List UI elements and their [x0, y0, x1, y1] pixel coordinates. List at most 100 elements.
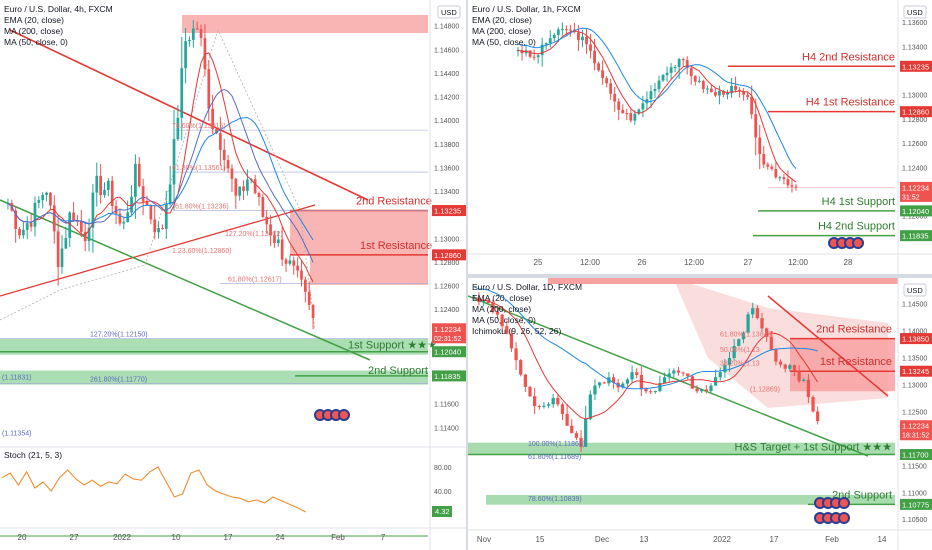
candle-1h-body	[601, 70, 605, 79]
candle-4h-body	[230, 168, 234, 179]
candle-1h-body	[629, 113, 633, 121]
candle-1h-body	[633, 113, 637, 121]
time-tick: 7	[381, 533, 386, 542]
event-flag-icon	[838, 512, 850, 524]
candle-1d-body	[630, 372, 634, 380]
candle-1h-body	[770, 166, 774, 170]
currency-badge-text: USD	[907, 286, 923, 295]
candle-4h-body	[207, 69, 211, 109]
candle-1h-body	[540, 44, 544, 56]
candle-1d-body	[644, 388, 648, 392]
time-tick: Dec	[595, 535, 609, 544]
candle-1d-body	[741, 332, 746, 340]
price-tick: 1.12800	[902, 117, 927, 124]
chart-panel-1d[interactable]: 61.80%(1.13849) 50.00%(1.13 38.20%(1.13 (1.…	[468, 278, 932, 550]
currency-badge	[903, 283, 927, 297]
candle-4h-body	[14, 210, 18, 229]
price-tick: 1.13000	[434, 236, 459, 243]
candle-4h-body	[107, 180, 110, 190]
downtrend-line	[767, 295, 889, 397]
candle-4h-body	[79, 221, 83, 232]
h4-resistance-2nd-label: H4 2nd Resistance	[802, 51, 895, 63]
candle-1d-body	[584, 418, 588, 447]
price-tick: 1.11600	[434, 402, 459, 409]
candle-4h-body	[211, 108, 214, 130]
candle-1d-body	[519, 360, 523, 375]
candle-1h-body	[669, 67, 673, 73]
resistance-zone-1st	[790, 371, 895, 392]
resistance-zone-top	[548, 278, 898, 284]
chart-panel-4h[interactable]: 78.60%(1.13916) 61.80%(1.13561) 61.80%(1.1…	[0, 0, 466, 550]
chart-1d-title: Euro / U.S. Dollar, 1D, FXCM	[472, 282, 583, 292]
candle-4h-body	[60, 248, 64, 268]
price-tag-tag	[900, 498, 932, 510]
time-tick: Nov	[477, 535, 491, 544]
candle-1h-body	[524, 50, 528, 54]
candle-1h-body	[774, 169, 778, 178]
time-tick: 26	[638, 258, 647, 267]
indicator-ma200: MA (200, close)	[4, 26, 64, 36]
candle-1h-body	[766, 164, 770, 167]
candle-4h-body	[68, 212, 72, 238]
panel-divider-vertical[interactable]	[466, 0, 468, 550]
fib-label: 78.60%(1.10839)	[528, 496, 582, 503]
fib-label: 38.20%(1.13	[720, 361, 760, 368]
fib-label: 61.80%(1.13849)	[720, 332, 774, 339]
candle-1h-body	[589, 44, 592, 51]
support-zone-2nd	[486, 494, 895, 505]
candle-1d-body	[635, 372, 639, 375]
support-zone-1st	[0, 338, 428, 355]
candle-1h-body	[734, 85, 737, 90]
price-tick: 1.14600	[434, 47, 459, 54]
downtrend-line	[9, 29, 369, 201]
candle-4h-body	[157, 228, 160, 233]
candle-1d-body	[639, 374, 643, 389]
candle-1d-body	[732, 346, 736, 359]
candle-1d-body	[686, 373, 690, 377]
fib-label: 261.80%(1.11770)	[90, 377, 147, 384]
candle-4h-body	[141, 186, 145, 202]
candle-4h-body	[25, 223, 29, 230]
candle-4h-body	[149, 205, 153, 220]
candle-4h-body	[137, 163, 141, 187]
candle-1h-body	[560, 29, 564, 31]
chart-4h-svg[interactable]: 78.60%(1.13916) 61.80%(1.13561) 61.80%(1.1…	[0, 0, 466, 550]
price-tick: 1.13000	[902, 382, 927, 389]
chart-1h-svg[interactable]: H4 2nd Resistance H4 1st Resistance H4 1st…	[468, 0, 932, 274]
price-tag-tag	[432, 370, 466, 382]
chart-panel-1h[interactable]: H4 2nd Resistance H4 1st Resistance H4 1st…	[468, 0, 932, 274]
candle-1h-body	[714, 92, 717, 96]
candle-4h-body	[257, 192, 261, 198]
candle-1d-body	[574, 433, 579, 438]
price-tick: 1.14200	[434, 95, 459, 102]
candle-4h-body	[246, 179, 249, 191]
candle-1d-body	[718, 372, 722, 378]
candle-1h-body	[625, 113, 629, 115]
time-tick: 15	[536, 535, 545, 544]
candle-4h-body	[238, 186, 242, 196]
event-flag-icon	[838, 497, 850, 509]
candle-1h-body	[605, 78, 609, 84]
price-tag-tag	[900, 420, 932, 441]
candle-1h-body	[544, 43, 548, 45]
stoch-title: Stoch (21, 5, 3)	[4, 450, 63, 460]
ema-line	[7, 52, 314, 283]
candle-1d-body	[797, 370, 801, 382]
fib-label: 61.80%(1.12617)	[228, 277, 282, 284]
price-tag-tag	[432, 205, 466, 217]
candle-1d-body	[783, 364, 787, 369]
candle-4h-body	[300, 270, 303, 280]
candle-1h-body	[750, 97, 754, 115]
panel-divider-horizontal[interactable]	[468, 274, 932, 278]
candle-1d-body	[500, 314, 504, 327]
price-tag-label: 1.12860	[902, 108, 929, 117]
candle-1d-body	[653, 391, 657, 393]
price-tag-label: 1.13245	[902, 367, 929, 376]
candle-1h-body	[790, 185, 794, 187]
candle-1d-body	[816, 411, 820, 422]
price-tick: 1.14800	[434, 24, 459, 31]
chart-1d-svg[interactable]: 61.80%(1.13849) 50.00%(1.13 38.20%(1.13 (1.…	[468, 278, 932, 550]
candle-1d-body	[565, 413, 569, 426]
candle-4h-body	[191, 28, 195, 40]
candle-1h-body	[782, 177, 786, 180]
